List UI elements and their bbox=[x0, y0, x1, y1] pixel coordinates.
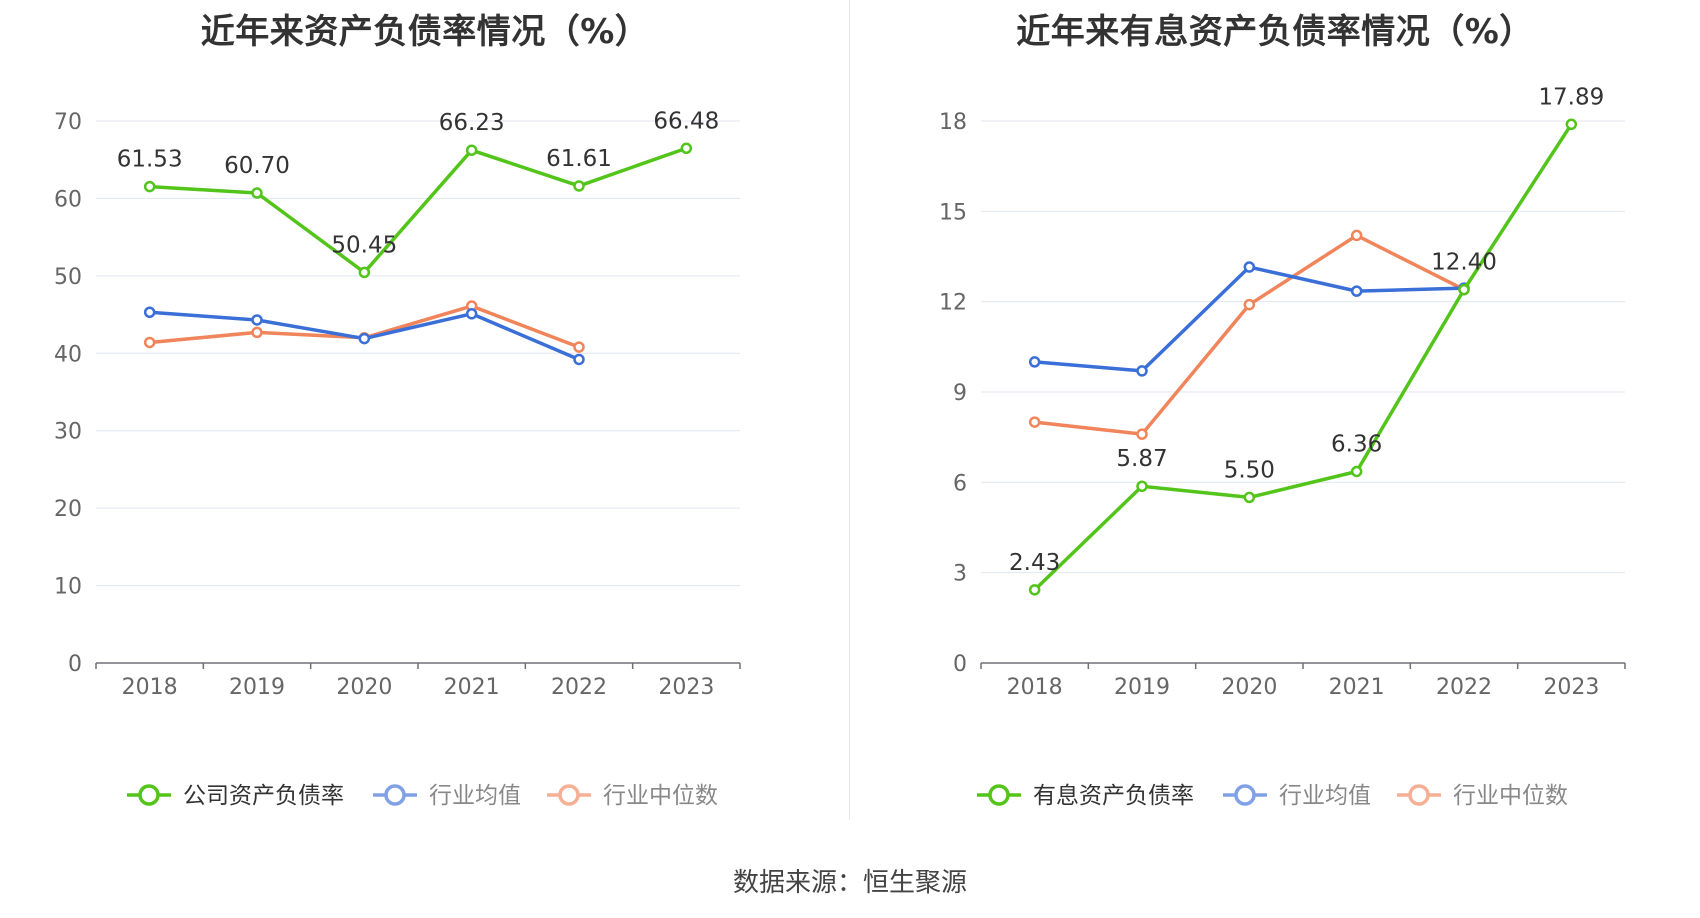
legend-label[interactable]: 有息资产负债率 bbox=[1033, 783, 1194, 809]
data-point[interactable] bbox=[573, 353, 585, 366]
chart-title: 近年来资产负债率情况（%） bbox=[200, 12, 650, 52]
data-point[interactable] bbox=[573, 341, 585, 353]
x-tick-label: 2023 bbox=[658, 675, 714, 700]
series-line bbox=[1034, 265, 1465, 373]
x-tick-label: 2020 bbox=[1221, 675, 1277, 700]
legend-marker[interactable] bbox=[988, 784, 1010, 806]
data-point[interactable] bbox=[1350, 465, 1363, 478]
data-label: 61.61 bbox=[546, 146, 612, 172]
data-point[interactable] bbox=[1243, 491, 1256, 504]
data-source: 数据来源：恒生聚源 bbox=[732, 868, 967, 898]
y-tick-label: 15 bbox=[939, 200, 967, 225]
y-tick-label: 9 bbox=[953, 381, 967, 406]
legend-marker[interactable] bbox=[138, 784, 160, 806]
data-label: 17.89 bbox=[1538, 84, 1604, 110]
data-point[interactable] bbox=[1565, 118, 1578, 131]
data-point[interactable] bbox=[1028, 356, 1041, 368]
data-point[interactable] bbox=[143, 336, 156, 349]
data-point[interactable] bbox=[1028, 584, 1041, 596]
legend-label[interactable]: 行业均值 bbox=[429, 783, 521, 809]
data-point[interactable] bbox=[251, 326, 263, 339]
data-point[interactable] bbox=[573, 180, 585, 192]
x-tick-label: 2018 bbox=[122, 675, 178, 700]
chart-title: 近年来有息资产负债率情况（%） bbox=[1016, 12, 1534, 52]
data-label: 61.53 bbox=[117, 147, 183, 173]
x-tick-label: 2022 bbox=[1436, 675, 1492, 700]
x-tick-label: 2018 bbox=[1007, 675, 1063, 700]
legend-marker[interactable] bbox=[1234, 784, 1256, 806]
x-tick-label: 2021 bbox=[444, 675, 500, 700]
data-point[interactable] bbox=[143, 180, 156, 193]
y-tick-label: 6 bbox=[953, 471, 967, 496]
legend-marker[interactable] bbox=[558, 784, 580, 806]
interest-bearing-liability-ratio-chart: 0 3 6 9 12 15 18 2018 2019 2020 2021 2022 2023 2.43 5.… bbox=[939, 84, 1626, 809]
x-tick-label: 2021 bbox=[1329, 675, 1385, 700]
series-line bbox=[149, 146, 687, 275]
data-point[interactable] bbox=[1136, 365, 1148, 377]
data-label: 6.36 bbox=[1331, 431, 1382, 457]
data-point[interactable] bbox=[1350, 229, 1363, 242]
legend-label[interactable]: 行业均值 bbox=[1279, 783, 1371, 809]
legend-label[interactable]: 行业中位数 bbox=[603, 783, 718, 809]
data-point[interactable] bbox=[1136, 428, 1148, 440]
x-tick-label: 2022 bbox=[551, 675, 607, 700]
data-label: 66.23 bbox=[439, 110, 505, 136]
data-point[interactable] bbox=[1136, 480, 1148, 492]
data-point[interactable] bbox=[358, 332, 371, 345]
legend-label[interactable]: 公司资产负债率 bbox=[183, 783, 344, 809]
data-label: 5.87 bbox=[1116, 446, 1167, 472]
y-tick-label: 0 bbox=[953, 652, 967, 677]
data-point[interactable] bbox=[680, 142, 693, 155]
data-point[interactable] bbox=[1350, 285, 1363, 297]
data-point[interactable] bbox=[358, 266, 371, 279]
data-point[interactable] bbox=[251, 187, 263, 199]
y-tick-label: 30 bbox=[54, 420, 82, 445]
y-tick-label: 60 bbox=[54, 187, 82, 212]
data-point[interactable] bbox=[251, 314, 263, 326]
x-tick-label: 2019 bbox=[229, 675, 285, 700]
x-tick-label: 2020 bbox=[336, 675, 392, 700]
data-point[interactable] bbox=[143, 306, 156, 318]
data-point[interactable] bbox=[465, 308, 478, 320]
x-tick-label: 2019 bbox=[1114, 675, 1170, 700]
x-tick-label: 2023 bbox=[1543, 675, 1599, 700]
y-tick-label: 12 bbox=[939, 291, 967, 316]
y-tick-label: 50 bbox=[54, 265, 82, 290]
data-point[interactable] bbox=[465, 144, 478, 156]
panel-divider bbox=[849, 0, 850, 820]
y-tick-label: 18 bbox=[939, 110, 967, 135]
legend-marker[interactable] bbox=[1408, 784, 1430, 806]
right-chart-panel: 近年来有息资产负债率情况（%） 0 3 6 9 12 15 18 2018 2019 2020 20… bbox=[850, 0, 1700, 820]
legend-label[interactable]: 行业中位数 bbox=[1453, 783, 1568, 809]
data-point[interactable] bbox=[1028, 416, 1041, 428]
left-chart-panel: 近年来资产负债率情况（%） 0 10 20 30 40 50 60 70 2018 2019 202… bbox=[0, 0, 850, 820]
y-tick-label: 3 bbox=[953, 562, 967, 587]
data-point[interactable] bbox=[1243, 261, 1256, 273]
y-tick-label: 40 bbox=[54, 342, 82, 367]
data-label: 66.48 bbox=[653, 108, 719, 134]
y-tick-label: 10 bbox=[54, 575, 82, 600]
data-point[interactable] bbox=[1458, 283, 1470, 296]
y-tick-label: 20 bbox=[54, 497, 82, 522]
data-label: 60.70 bbox=[224, 153, 290, 179]
data-label: 12.40 bbox=[1431, 250, 1497, 276]
y-tick-label: 0 bbox=[68, 652, 82, 677]
data-label: 50.45 bbox=[331, 232, 397, 258]
asset-liability-ratio-chart: 0 10 20 30 40 50 60 70 2018 2019 2020 2021 2022 2023 6… bbox=[54, 108, 741, 809]
data-label: 2.43 bbox=[1009, 550, 1060, 576]
y-tick-label: 70 bbox=[54, 110, 82, 135]
legend-marker[interactable] bbox=[384, 784, 406, 806]
data-label: 5.50 bbox=[1224, 457, 1275, 483]
series-line bbox=[1033, 123, 1573, 592]
data-point[interactable] bbox=[1243, 298, 1256, 311]
